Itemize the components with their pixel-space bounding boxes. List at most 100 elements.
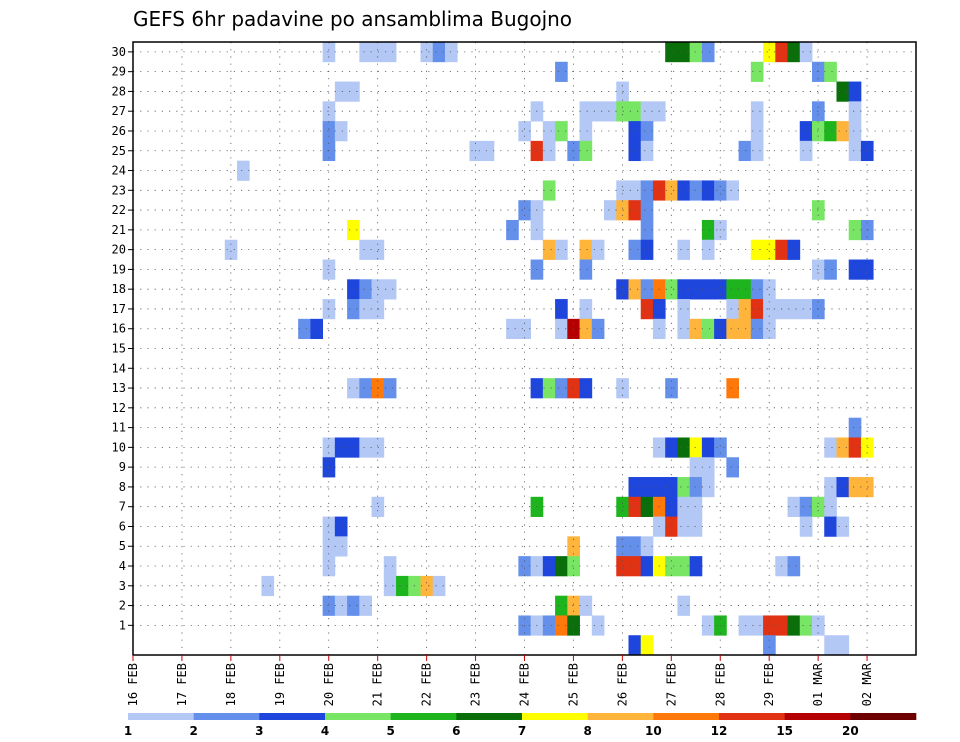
heatmap-cell [359,437,372,458]
heatmap-cell [616,279,629,300]
heatmap-cell [799,299,813,320]
heatmap-cell [616,200,629,221]
heatmap-cell [322,42,336,63]
heatmap-cell [787,556,801,577]
y-tick-label: 1 [119,618,126,632]
heatmap-cells [224,42,874,656]
y-tick-label: 2 [119,599,126,613]
heatmap-cell [347,81,360,102]
y-tick-label: 6 [119,519,126,533]
heatmap-cell [665,279,678,300]
heatmap-cell [750,101,764,122]
x-tick-label: 17 FEB [175,663,189,706]
heatmap-cell [750,615,764,636]
x-tick-label: 02 MAR [860,662,874,706]
y-axis: 1234567891011121314151617181920212223242… [112,45,133,632]
heatmap-cell [701,42,715,63]
heatmap-cell [481,140,495,162]
heatmap-cell [848,259,862,280]
heatmap-cell [628,180,642,201]
heatmap-cell [628,536,642,557]
heatmap-cell [726,457,739,478]
x-tick-label: 25 FEB [566,663,580,706]
heatmap-cell [677,318,691,340]
y-tick-label: 3 [119,579,126,593]
heatmap-cell [591,615,605,636]
heatmap-cell [701,239,715,260]
heatmap-cell [836,437,850,458]
heatmap-cell [763,318,776,340]
heatmap-cell [628,279,642,300]
heatmap-cell [579,239,593,260]
heatmap-cell [591,318,605,340]
colorbar-swatch [653,713,720,720]
heatmap-cell [359,239,372,260]
y-tick-label: 8 [119,480,126,494]
heatmap-cell [334,81,348,102]
heatmap-cell [628,121,642,142]
x-axis: 16 FEB 17 FEB 18 FEB 19 FEB 20 FEB 21 FEB 22 F… [126,655,874,706]
y-tick-label: 29 [112,65,126,79]
y-tick-label: 11 [112,421,126,435]
heatmap-cell [579,595,593,616]
heatmap-cell [640,477,654,498]
heatmap-cell [322,595,336,616]
heatmap-cell [579,101,593,122]
heatmap-cell [860,477,874,498]
heatmap-cell [689,318,703,340]
heatmap-cell [640,239,654,260]
heatmap-cell [677,496,691,517]
colorbar-swatch [784,713,851,720]
y-tick-label: 28 [112,84,126,98]
heatmap-cell [383,575,397,597]
heatmap-cell [347,378,360,399]
heatmap-cell [750,140,764,162]
heatmap-cell [714,318,727,340]
heatmap-cell [555,595,568,616]
heatmap-cell [738,299,752,320]
heatmap-cell [579,299,593,320]
heatmap-cell [799,42,813,63]
heatmap-cell [383,279,397,300]
y-tick-label: 17 [112,302,126,316]
heatmap-cell [848,477,862,498]
heatmap-cell [750,299,764,320]
heatmap-cell [236,160,250,181]
heatmap-cell [604,200,617,221]
colorbar: 1 2 3 4 5 6 7 8 10 12 15 20 [124,713,917,738]
heatmap-cell [665,477,678,498]
x-tick-label: 29 FEB [762,663,776,706]
heatmap-cell [640,219,654,241]
x-tick-label: 20 FEB [322,663,336,706]
y-tick-label: 25 [112,144,126,158]
heatmap-cell [628,635,642,656]
heatmap-cell [542,180,556,201]
heatmap-cell [824,121,837,142]
heatmap-cell [787,42,801,63]
heatmap-cell [359,42,372,63]
heatmap-cell [750,239,764,260]
heatmap-cell [738,615,752,636]
chart-title: GEFS 6hr padavine po ansamblima Bugojno [133,7,572,31]
y-tick-label: 24 [112,164,126,178]
heatmap-cell [701,279,715,300]
y-tick-label: 4 [119,559,126,573]
heatmap-cell [640,140,654,162]
y-tick-label: 20 [112,243,126,257]
heatmap-cell [591,239,605,260]
heatmap-cell [310,318,324,340]
heatmap-cell [383,378,397,399]
heatmap-cell [824,477,837,498]
x-tick-label: 16 FEB [126,663,140,706]
heatmap-cell [518,318,532,340]
x-tick-label: 21 FEB [371,663,385,706]
heatmap-cell [555,239,568,260]
heatmap-cell [555,121,568,142]
colorbar-swatch [719,713,785,720]
heatmap-cell [787,615,801,636]
heatmap-cell [567,318,580,340]
heatmap-cell [334,516,348,537]
heatmap-cell [640,121,654,142]
heatmap-cell [689,42,703,63]
